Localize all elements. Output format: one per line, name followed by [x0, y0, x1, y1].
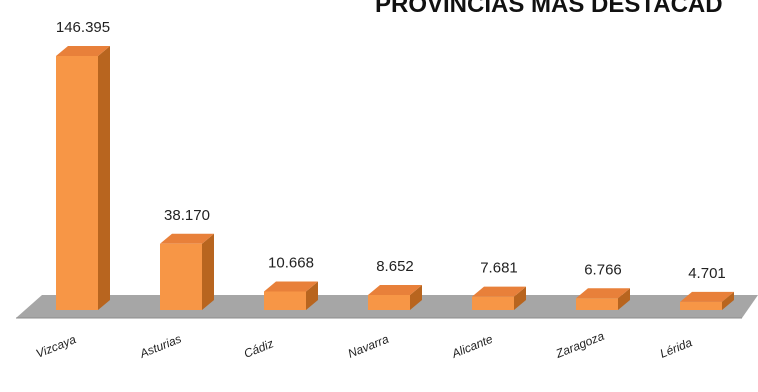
x-tick-label: Alicante: [449, 332, 495, 361]
bar-zaragoza: [576, 288, 630, 310]
data-label: 6.766: [584, 261, 622, 278]
x-tick-label: Cádiz: [242, 336, 276, 360]
bar-front-face: [160, 243, 202, 310]
bar-cdiz: [264, 281, 318, 310]
x-tick-label: Asturias: [137, 332, 183, 362]
x-tick-labels-layer: Vizcaya Asturias Cádiz Navarra Alicante Zarag…: [34, 329, 694, 361]
bar-navarra: [368, 284, 422, 310]
x-tick-label: Zaragoza: [553, 329, 606, 361]
x-tick-label: Vizcaya: [34, 332, 78, 361]
data-label: 38.170: [164, 207, 210, 224]
bar-top-face: [56, 46, 110, 56]
x-tick-label: Navarra: [346, 332, 391, 361]
bar-asturias: [160, 233, 214, 310]
bar-front-face: [56, 56, 98, 310]
bar-side-face: [722, 291, 734, 310]
bar-side-face: [202, 233, 214, 310]
bar-front-face: [368, 294, 410, 310]
data-label: 8.652: [376, 258, 414, 275]
x-tick-label: Lérida: [658, 335, 694, 361]
data-labels-layer: 146.395 38.170 10.668 8.652 7.681 6.766 4.701: [56, 19, 726, 282]
bar-front-face: [472, 296, 514, 310]
bar-front-face: [264, 291, 306, 310]
data-label: 10.668: [268, 254, 314, 271]
data-label: 7.681: [480, 260, 518, 277]
bars-layer: [56, 46, 734, 310]
data-label: 4.701: [688, 265, 726, 282]
bar-vizcaya: [56, 46, 110, 310]
bar-front-face: [680, 301, 722, 310]
bar-top-face: [576, 288, 630, 299]
bar-side-face: [618, 288, 630, 310]
bar-side-face: [306, 281, 318, 310]
bar-top-face: [472, 286, 526, 297]
bar-side-face: [410, 284, 422, 310]
bar-front-face: [576, 298, 618, 310]
bar-side-face: [514, 286, 526, 310]
bar-top-face: [160, 233, 214, 244]
bar-side-face: [98, 46, 110, 310]
bar-top-face: [368, 284, 422, 295]
bar-top-face: [264, 281, 318, 292]
bar-lrida: [680, 291, 734, 310]
data-label: 146.395: [56, 19, 110, 36]
chart-title: PROVINCIAS MÁS DESTACAD: [375, 0, 723, 18]
bar-top-face: [680, 291, 734, 302]
bar-alicante: [472, 286, 526, 310]
